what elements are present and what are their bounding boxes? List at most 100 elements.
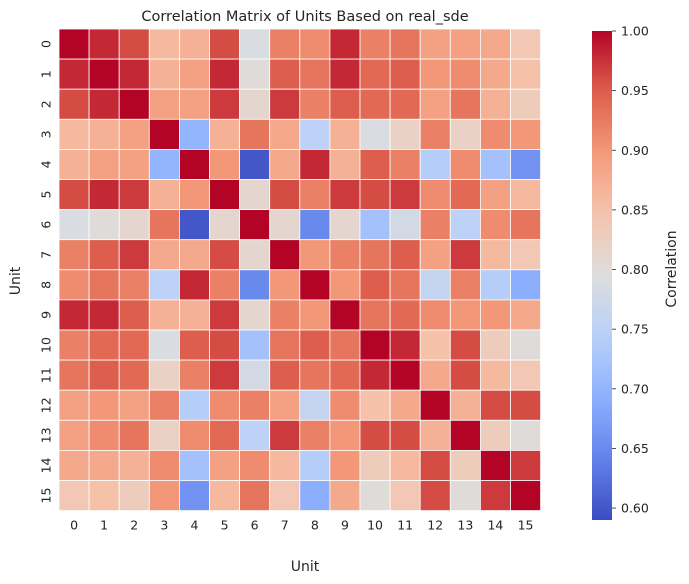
heatmap-cell (178, 179, 210, 211)
heatmap-cell (449, 58, 481, 90)
heatmap-cell (58, 359, 90, 391)
heatmap-cell (510, 449, 542, 481)
heatmap-cell (389, 359, 421, 391)
heatmap-cell (329, 480, 361, 512)
heatmap-cell (329, 148, 361, 180)
heatmap-cell (269, 299, 301, 331)
heatmap-cell (269, 28, 301, 60)
heatmap-cell (178, 209, 210, 241)
heatmap-cell (239, 449, 271, 481)
heatmap-cell (269, 329, 301, 361)
heatmap-cell (118, 359, 150, 391)
heatmap-cell (359, 148, 391, 180)
heatmap-cell (479, 269, 511, 301)
heatmap-cells (58, 28, 542, 512)
heatmap-cell (419, 269, 451, 301)
y-tick-label: 4 (39, 160, 54, 168)
heatmap-cell (510, 148, 542, 180)
heatmap-cell (419, 359, 451, 391)
heatmap-cell (178, 118, 210, 150)
heatmap-cell (269, 449, 301, 481)
heatmap-cell (299, 329, 331, 361)
heatmap-cell (239, 28, 271, 60)
heatmap-cell (148, 88, 180, 120)
heatmap-cell (359, 449, 391, 481)
heatmap-cell (239, 480, 271, 512)
y-tick-label: 13 (39, 427, 54, 443)
heatmap-cell (479, 239, 511, 271)
heatmap-cell (178, 58, 210, 90)
heatmap-cell (178, 28, 210, 60)
heatmap-cell (389, 28, 421, 60)
y-tick-label: 8 (39, 281, 54, 289)
heatmap-cell (479, 419, 511, 451)
heatmap-cell (479, 389, 511, 421)
x-axis-ticks: 0 1 2 3 4 5 6 7 8 9 10 11 12 13 14 15 (70, 518, 533, 533)
y-tick-label: 3 (39, 130, 54, 138)
heatmap-cell (510, 359, 542, 391)
heatmap-cell (329, 299, 361, 331)
heatmap-cell (449, 389, 481, 421)
heatmap-cell (148, 118, 180, 150)
heatmap-cell (209, 419, 241, 451)
heatmap-cell (118, 329, 150, 361)
heatmap-cell (148, 359, 180, 391)
heatmap-cell (510, 209, 542, 241)
heatmap-cell (178, 148, 210, 180)
heatmap-cell (449, 239, 481, 271)
heatmap-cell (479, 449, 511, 481)
heatmap-cell (269, 359, 301, 391)
heatmap-cell (58, 148, 90, 180)
colorbar-gradient (592, 31, 612, 520)
heatmap-cell (239, 359, 271, 391)
colorbar-tick-label: 0.85 (621, 202, 649, 217)
heatmap-cell (479, 480, 511, 512)
heatmap-cell (239, 419, 271, 451)
heatmap-cell (449, 449, 481, 481)
heatmap-cell (269, 88, 301, 120)
heatmap-cell (118, 449, 150, 481)
heatmap-cell (269, 480, 301, 512)
heatmap-cell (148, 449, 180, 481)
heatmap-cell (359, 299, 391, 331)
heatmap-cell (209, 269, 241, 301)
heatmap-cell (148, 148, 180, 180)
y-tick-label: 15 (39, 488, 54, 504)
heatmap-cell (510, 88, 542, 120)
heatmap-cell (329, 58, 361, 90)
heatmap-cell (148, 179, 180, 211)
heatmap-cell (299, 480, 331, 512)
heatmap-cell (239, 58, 271, 90)
heatmap-cell (389, 88, 421, 120)
heatmap-cell (510, 329, 542, 361)
heatmap-cell (299, 118, 331, 150)
x-tick-label: 2 (130, 518, 138, 533)
heatmap-cell (178, 419, 210, 451)
heatmap-cell (88, 269, 120, 301)
heatmap-cell (118, 419, 150, 451)
heatmap-cell (269, 118, 301, 150)
heatmap-cell (359, 179, 391, 211)
chart-title: Correlation Matrix of Units Based on rea… (141, 9, 468, 25)
heatmap-cell (118, 118, 150, 150)
heatmap-cell (449, 148, 481, 180)
colorbar-tick-label: 0.75 (621, 322, 649, 337)
heatmap-cell (329, 269, 361, 301)
heatmap-cell (118, 148, 150, 180)
heatmap-cell (419, 239, 451, 271)
heatmap-cell (419, 58, 451, 90)
colorbar-tick-label: 0.65 (621, 441, 649, 456)
heatmap-cell (88, 88, 120, 120)
heatmap-cell (419, 419, 451, 451)
heatmap-cell (389, 419, 421, 451)
heatmap-cell (479, 88, 511, 120)
x-tick-label: 8 (311, 518, 319, 533)
heatmap-cell (419, 179, 451, 211)
heatmap-cell (329, 359, 361, 391)
heatmap-cell (419, 28, 451, 60)
heatmap-cell (269, 58, 301, 90)
heatmap-cell (449, 28, 481, 60)
x-tick-label: 10 (367, 518, 383, 533)
x-tick-label: 4 (190, 518, 198, 533)
heatmap-cell (449, 269, 481, 301)
